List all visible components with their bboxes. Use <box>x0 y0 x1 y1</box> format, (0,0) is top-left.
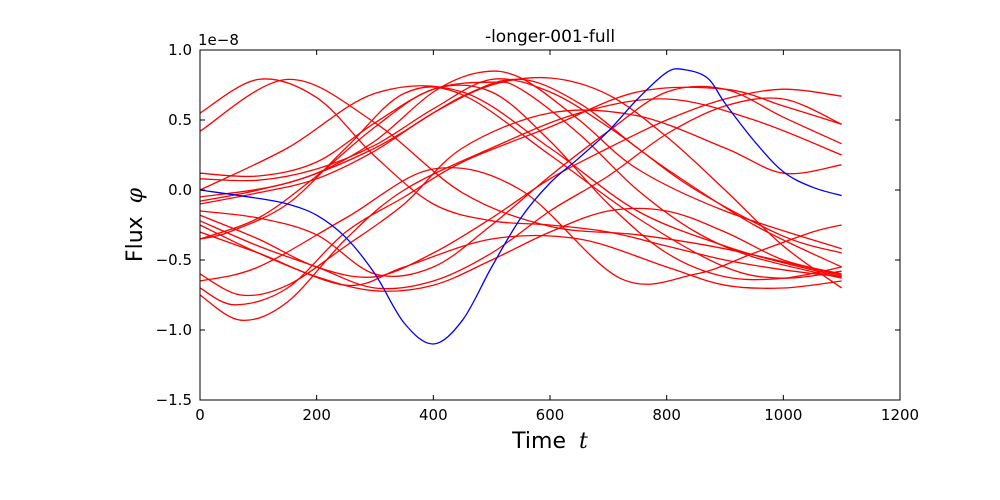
y-tick-label: −0.5 <box>156 251 192 269</box>
y-axis-label-text: Flux <box>123 216 148 262</box>
series-line-r19 <box>200 85 842 278</box>
series-line-r3 <box>200 81 842 279</box>
y-tick-label: 0.5 <box>168 111 192 129</box>
series-line-r7 <box>200 76 843 289</box>
series-line-r17 <box>200 231 842 289</box>
series-line-r13 <box>200 109 842 297</box>
x-axis-label-text: Time <box>511 429 566 454</box>
series-line-r12 <box>200 86 842 279</box>
x-tick-label: 800 <box>652 406 681 424</box>
y-offset-label: 1e−8 <box>198 31 239 49</box>
x-axis: 0 200 400 600 800 1000 1200 <box>195 50 919 424</box>
series-line-blue <box>200 68 842 345</box>
y-axis: −1.5 −1.0 −0.5 0.0 0.5 1.0 <box>156 41 900 409</box>
series-line-r1 <box>200 78 842 278</box>
series-line-r11 <box>200 84 842 281</box>
y-tick-label: −1.0 <box>156 321 192 339</box>
x-tick-label: 600 <box>536 406 565 424</box>
y-tick-label: 0.0 <box>168 181 192 199</box>
x-axis-label-variable: t <box>579 429 588 454</box>
x-tick-label: 200 <box>302 406 331 424</box>
y-axis-label-group: Flux φ <box>123 187 148 262</box>
chart-title: -longer-001-full <box>485 27 615 47</box>
y-tick-label: 1.0 <box>168 41 192 59</box>
series-line-r2 <box>200 78 842 277</box>
x-axis-label: Time t <box>511 429 588 454</box>
y-axis-label-variable: φ <box>123 187 148 203</box>
x-tick-label: 400 <box>419 406 448 424</box>
y-axis-label: Flux φ <box>123 187 148 262</box>
y-tick-label: −1.5 <box>156 391 192 409</box>
series-line-r6 <box>200 70 842 250</box>
x-tick-label: 1200 <box>881 406 919 424</box>
series-line-r15 <box>200 98 842 321</box>
series-line-r18 <box>200 166 842 285</box>
series-line-r14 <box>200 86 842 306</box>
x-tick-label: 1000 <box>764 406 802 424</box>
series-layer <box>200 68 843 345</box>
x-tick-label: 0 <box>195 406 205 424</box>
